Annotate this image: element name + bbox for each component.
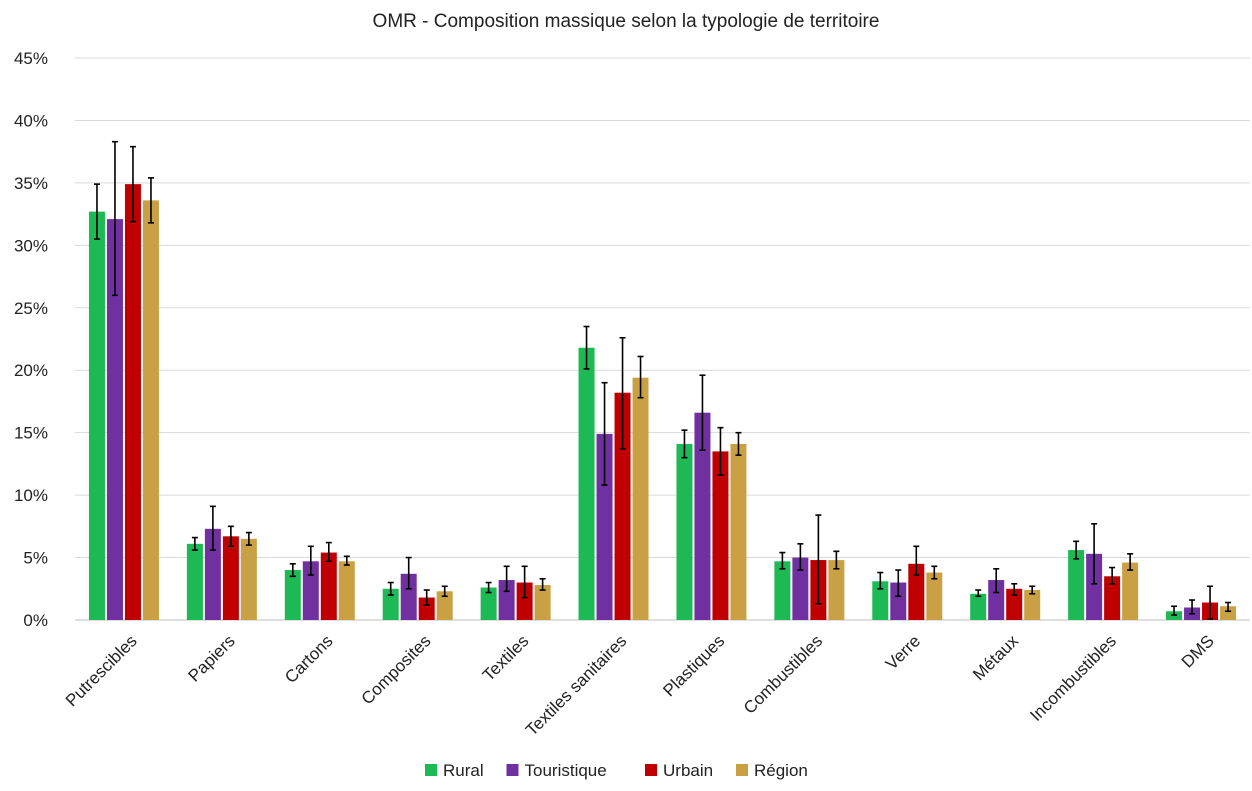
bar: [321, 553, 337, 620]
y-tick-label: 5%: [23, 549, 48, 568]
bar: [125, 184, 141, 620]
y-tick-label: 0%: [23, 611, 48, 630]
bar: [1068, 550, 1084, 620]
legend-label: Région: [754, 761, 808, 780]
y-tick-label: 15%: [14, 424, 48, 443]
y-tick-label: 10%: [14, 486, 48, 505]
x-tick-label: Textiles sanitaires: [522, 631, 630, 739]
legend-item: Touristique: [507, 761, 607, 780]
y-tick-label: 25%: [14, 299, 48, 318]
bar: [926, 573, 942, 620]
bar: [143, 200, 159, 620]
chart-title: OMR - Composition massique selon la typo…: [373, 11, 880, 32]
error-bars: [94, 142, 1231, 619]
bar: [1122, 563, 1138, 620]
bar: [730, 444, 746, 620]
bar: [187, 544, 203, 620]
legend: Rural Touristique Urbain Région: [425, 761, 808, 780]
legend-swatch: [736, 764, 748, 776]
bar: [676, 444, 692, 620]
legend-swatch: [425, 764, 437, 776]
legend-label: Touristique: [525, 761, 607, 780]
x-tick-label: Papiers: [185, 631, 239, 685]
x-tick-label: Textiles: [479, 631, 533, 685]
bar: [285, 570, 301, 620]
x-tick-label: Cartons: [281, 631, 337, 687]
legend-swatch: [507, 764, 519, 776]
bar: [579, 348, 595, 620]
x-tick-label: Combustibles: [740, 631, 826, 717]
y-tick-label: 35%: [14, 174, 48, 193]
bar: [223, 536, 239, 620]
bar: [89, 212, 105, 620]
legend-item: Rural: [425, 761, 484, 780]
legend-item: Région: [736, 761, 808, 780]
x-tick-label: Métaux: [969, 631, 1022, 684]
gridlines: [75, 58, 1250, 620]
x-tick-label: Verre: [882, 631, 924, 673]
y-tick-label: 20%: [14, 361, 48, 380]
y-tick-label: 40%: [14, 111, 48, 130]
bar: [633, 378, 649, 620]
y-axis-tick-labels: 0% 5% 10% 15% 20% 25% 30% 35% 40% 45%: [14, 49, 48, 630]
x-tick-label: Plastiques: [659, 631, 728, 700]
x-tick-label: Putrescibles: [62, 631, 141, 710]
bar: [970, 594, 986, 620]
legend-swatch: [645, 764, 657, 776]
legend-item: Urbain: [645, 761, 713, 780]
bar: [774, 561, 790, 620]
x-tick-label: Composites: [358, 631, 435, 708]
bars: [89, 184, 1236, 620]
bar: [339, 561, 355, 620]
y-tick-label: 30%: [14, 236, 48, 255]
x-tick-label: DMS: [1178, 631, 1218, 671]
legend-label: Urbain: [663, 761, 713, 780]
bar: [712, 451, 728, 620]
x-tick-label: Incombustibles: [1026, 631, 1120, 725]
y-tick-label: 45%: [14, 49, 48, 68]
bar: [241, 539, 257, 620]
legend-label: Rural: [443, 761, 484, 780]
x-axis-tick-labels: Putrescibles Papiers Cartons Composites Text…: [62, 631, 1218, 740]
